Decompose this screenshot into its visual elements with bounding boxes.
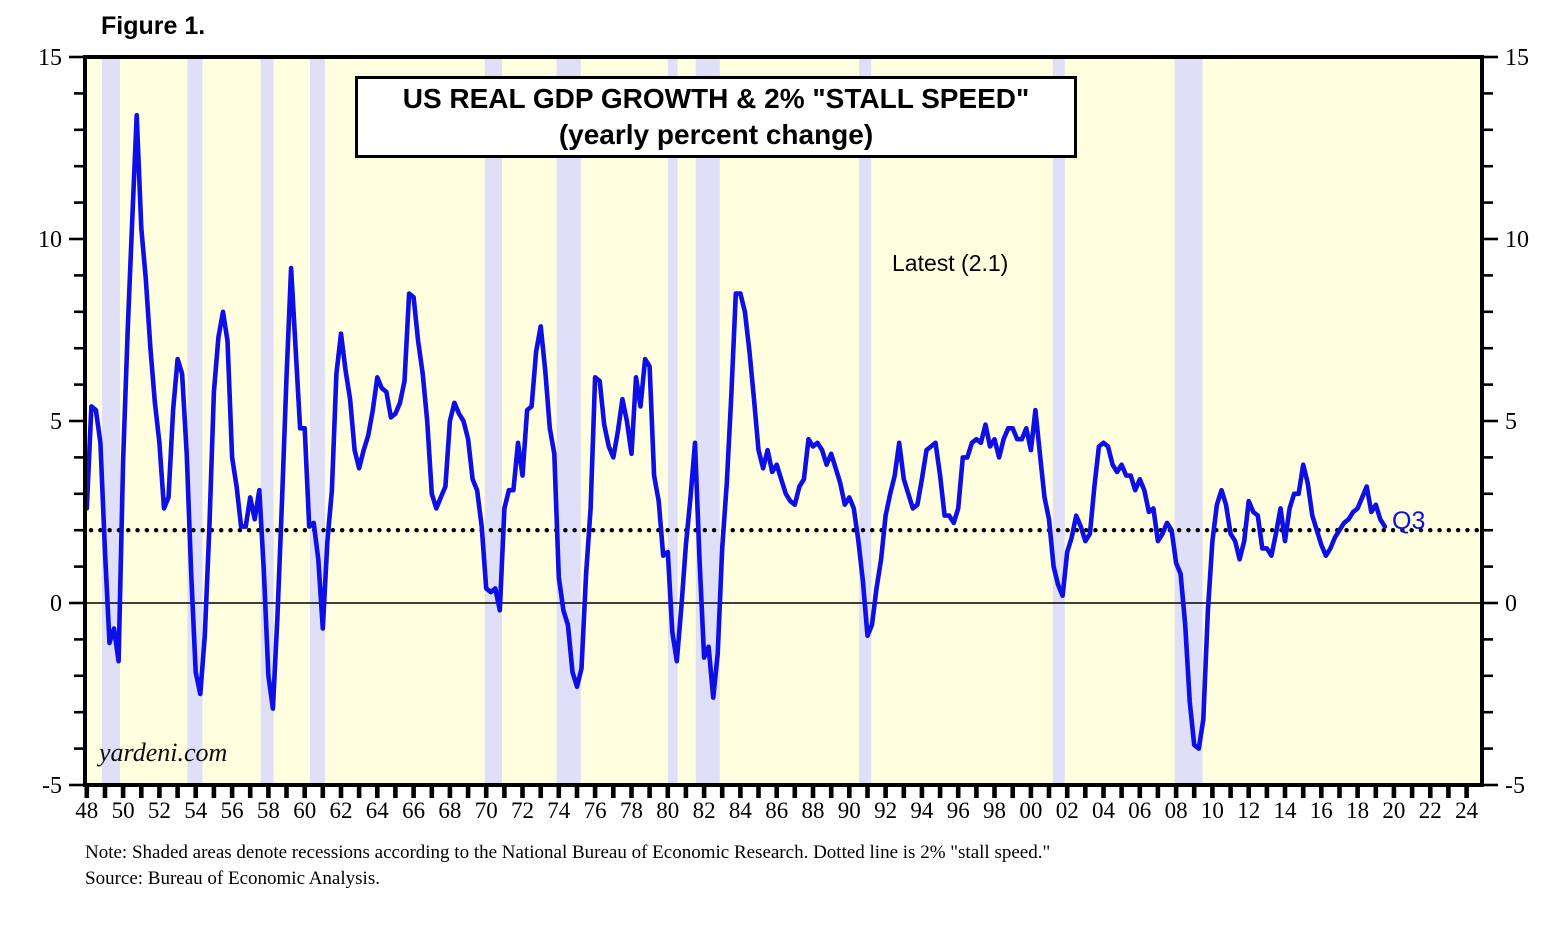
recession-band <box>101 57 121 785</box>
x-axis-tick-label: 08 <box>1165 798 1188 823</box>
chart-title-line-1: US REAL GDP GROWTH & 2% "STALL SPEED" <box>402 83 1030 115</box>
x-axis-tick-label: 02 <box>1056 798 1079 823</box>
y-axis-tick-label-right: 0 <box>1505 591 1517 617</box>
y-axis-tick-label-right: 10 <box>1505 227 1529 253</box>
x-axis-tick-label: 00 <box>1019 798 1042 823</box>
yardeni-watermark: yardeni.com <box>99 738 228 767</box>
x-axis-tick-label: 10 <box>1201 798 1224 823</box>
footnote-note-line: Note: Shaded areas denote recessions acc… <box>85 842 1051 863</box>
x-axis-tick-label: 70 <box>475 798 498 823</box>
x-axis-tick-label: 76 <box>584 798 607 823</box>
x-axis-tick-label: 78 <box>620 798 643 823</box>
x-axis-tick-label: 60 <box>293 798 316 823</box>
x-axis-tick-label: 68 <box>438 798 461 823</box>
footnote-source-line: Source: Bureau of Economic Analysis. <box>85 868 380 889</box>
x-axis-tick-label: 90 <box>838 798 861 823</box>
x-axis-tick-label: 80 <box>656 798 679 823</box>
y-axis-tick-label-right: 5 <box>1505 409 1517 435</box>
x-axis-tick-label: 50 <box>112 798 135 823</box>
gdp-growth-line <box>84 112 1388 751</box>
x-axis-tick-label: 18 <box>1346 798 1369 823</box>
x-axis-tick-label: 74 <box>547 798 571 823</box>
x-axis-tick-label: 88 <box>802 798 825 823</box>
x-axis-tick-label: 48 <box>75 798 98 823</box>
x-axis-tick-label: 24 <box>1455 798 1479 823</box>
recession-band <box>309 57 325 785</box>
series-end-quarter-label: Q3 <box>1392 507 1426 535</box>
x-axis-tick-label: 12 <box>1237 798 1260 823</box>
x-axis-tick-label: 22 <box>1419 798 1442 823</box>
x-axis-tick-label: 56 <box>221 798 244 823</box>
x-axis-tick-label: 96 <box>947 798 970 823</box>
chart-title-box: US REAL GDP GROWTH & 2% "STALL SPEED" (y… <box>355 76 1077 158</box>
x-axis-tick-label: 92 <box>874 798 897 823</box>
x-axis-tick-label: 66 <box>402 798 425 823</box>
plot-background <box>85 57 1482 785</box>
y-axis-tick-label-right: -5 <box>1505 773 1525 799</box>
x-axis-tick-label: 58 <box>257 798 280 823</box>
x-axis-tick-label: 14 <box>1274 798 1298 823</box>
y-axis-tick-label-left: 15 <box>38 45 62 71</box>
x-axis-tick-label: 64 <box>366 798 390 823</box>
x-axis-tick-label: 82 <box>693 798 716 823</box>
x-axis-tick-label: 20 <box>1382 798 1405 823</box>
x-axis-tick-label: 94 <box>910 798 934 823</box>
plot-frame <box>83 55 1484 787</box>
x-axis-tick-label: 04 <box>1092 798 1116 823</box>
x-axis-tick-label: 52 <box>148 798 171 823</box>
recession-band <box>1052 57 1065 785</box>
x-axis-tick-label: 54 <box>184 798 208 823</box>
x-axis-tick-label: 72 <box>511 798 534 823</box>
x-axis-tick-label: 84 <box>729 798 753 823</box>
footnote: Note: Shaded areas denote recessions acc… <box>85 840 1050 892</box>
recession-band <box>484 57 502 785</box>
latest-value-annotation: Latest (2.1) <box>892 250 1009 276</box>
figure-label: Figure 1. <box>101 12 206 40</box>
y-axis-tick-label-left: 0 <box>50 591 62 617</box>
x-axis-tick-label: 98 <box>983 798 1006 823</box>
y-axis-tick-label-left: 5 <box>50 409 62 435</box>
y-axis-tick-label-left: 10 <box>38 227 62 253</box>
x-axis-tick-label: 16 <box>1310 798 1333 823</box>
y-axis-tick-label-right: 15 <box>1505 45 1529 71</box>
recession-band <box>556 57 581 785</box>
chart-title-line-2: (yearly percent change) <box>558 119 874 150</box>
x-axis-tick-label: 06 <box>1128 798 1151 823</box>
recession-band <box>859 57 872 785</box>
recession-band <box>667 57 678 785</box>
y-axis-tick-label-left: -5 <box>42 773 62 799</box>
x-axis-tick-label: 86 <box>765 798 788 823</box>
x-axis-tick-label: 62 <box>330 798 353 823</box>
